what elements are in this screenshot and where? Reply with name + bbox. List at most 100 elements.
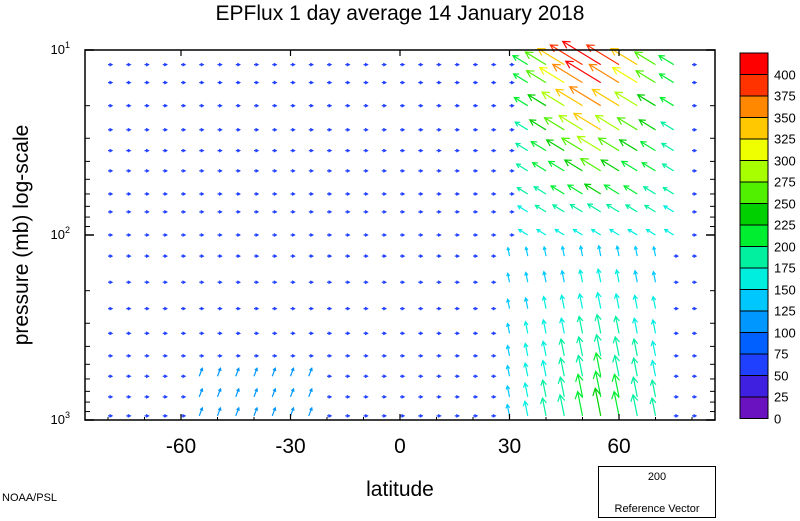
flux-arrow: [651, 360, 657, 377]
flux-arrow: [512, 55, 529, 66]
flux-arrow-head: [382, 280, 387, 285]
flux-arrow-head: [109, 233, 114, 237]
colorbar-swatch: [739, 138, 769, 161]
flux-arrow-head: [291, 280, 296, 285]
flux-arrow-head: [474, 233, 479, 237]
flux-arrow: [559, 394, 565, 416]
flux-arrow-head: [579, 158, 589, 166]
flux-arrow: [308, 407, 313, 417]
flux-arrow-head: [273, 103, 278, 108]
flux-arrow-head: [200, 103, 205, 108]
flux-arrow: [615, 293, 620, 309]
flux-arrow-head: [401, 394, 406, 399]
flux-arrow-head: [401, 254, 406, 258]
flux-arrow-head: [182, 80, 187, 85]
flux-arrow: [634, 270, 638, 283]
flux-arrow: [663, 187, 675, 195]
colorbar-tick-label: 0: [774, 411, 782, 426]
flux-arrow-head: [693, 306, 698, 311]
flux-arrow: [606, 203, 620, 213]
flux-arrow-head: [510, 80, 515, 85]
flux-arrow-head: [639, 140, 647, 148]
flux-arrow: [554, 228, 565, 236]
flux-arrow-head: [199, 387, 204, 392]
flux-arrow-head: [632, 294, 639, 300]
flux-arrow-head: [401, 62, 406, 67]
flux-arrow: [289, 388, 295, 398]
flux-arrow-head: [693, 374, 698, 379]
flux-arrow: [569, 86, 602, 107]
flux-arrow-head: [382, 374, 387, 379]
flux-arrow: [635, 70, 656, 84]
flux-arrow-head: [523, 342, 529, 348]
flux-arrow-head: [545, 139, 554, 147]
flux-arrow-head: [583, 183, 592, 191]
flux-arrow: [578, 316, 584, 334]
flux-arrow-head: [309, 148, 314, 153]
flux-arrow: [518, 228, 529, 236]
flux-arrow-head: [200, 62, 205, 67]
flux-arrow-head: [492, 62, 497, 67]
flux-arrow-head: [109, 62, 114, 67]
flux-arrow-head: [401, 209, 406, 214]
flux-arrow-head: [437, 306, 442, 311]
flux-arrow: [664, 228, 675, 236]
flux-arrow-head: [693, 394, 698, 399]
flux-arrow-head: [693, 413, 698, 418]
flux-arrow-head: [674, 331, 679, 336]
flux-arrow-head: [255, 306, 260, 311]
flux-arrow-head: [163, 306, 168, 311]
flux-arrow-head: [346, 413, 351, 418]
flux-arrow-head: [437, 80, 442, 85]
flux-arrow-head: [455, 254, 460, 258]
flux-arrow-head: [618, 139, 627, 147]
flux-arrow-head: [346, 331, 351, 336]
flux-arrow-head: [474, 209, 479, 214]
flux-arrow: [619, 139, 638, 152]
flux-arrow: [651, 397, 657, 416]
flux-arrow: [561, 295, 565, 309]
flux-arrow-head: [693, 331, 698, 336]
flux-arrow-head: [328, 168, 333, 173]
flux-arrow-head: [145, 353, 150, 358]
flux-arrow-head: [510, 148, 515, 153]
flux-arrow-head: [638, 119, 646, 126]
flux-arrow-head: [200, 148, 205, 153]
flux-arrow-head: [474, 103, 479, 108]
flux-arrow-head: [693, 168, 698, 173]
flux-arrow: [542, 341, 547, 356]
flux-arrow-head: [437, 374, 442, 379]
flux-arrow-head: [401, 413, 406, 418]
flux-arrow-head: [254, 387, 259, 392]
flux-arrow-head: [566, 184, 574, 191]
flux-arrow-head: [163, 353, 168, 358]
flux-arrow-head: [455, 168, 460, 173]
flux-arrow: [609, 228, 620, 236]
flux-arrow-head: [273, 233, 278, 237]
flux-arrow-head: [560, 137, 571, 146]
flux-arrow-head: [109, 209, 114, 214]
flux-arrow-head: [455, 353, 460, 358]
flux-arrow-head: [199, 367, 204, 372]
flux-arrow-head: [474, 254, 479, 258]
flux-arrow: [617, 117, 638, 131]
flux-arrow: [542, 360, 547, 377]
flux-arrow: [517, 187, 529, 195]
flux-arrow-head: [586, 203, 594, 209]
flux-arrow-head: [309, 233, 314, 237]
flux-arrow-head: [328, 353, 333, 358]
flux-arrow-head: [145, 168, 150, 173]
flux-arrow-head: [217, 367, 222, 372]
flux-arrow-head: [309, 103, 314, 108]
flux-arrow-head: [291, 353, 296, 358]
flux-arrow-head: [611, 373, 621, 383]
flux-arrow-head: [614, 268, 620, 275]
flux-arrow-head: [255, 127, 260, 132]
flux-arrow-head: [109, 127, 114, 132]
flux-arrow-head: [309, 280, 314, 285]
flux-arrow-head: [505, 384, 511, 390]
flux-arrow-head: [474, 148, 479, 153]
flux-arrow: [633, 357, 638, 377]
reference-vector-box: 200 Reference Vector: [598, 466, 716, 518]
flux-arrow-head: [236, 331, 241, 336]
